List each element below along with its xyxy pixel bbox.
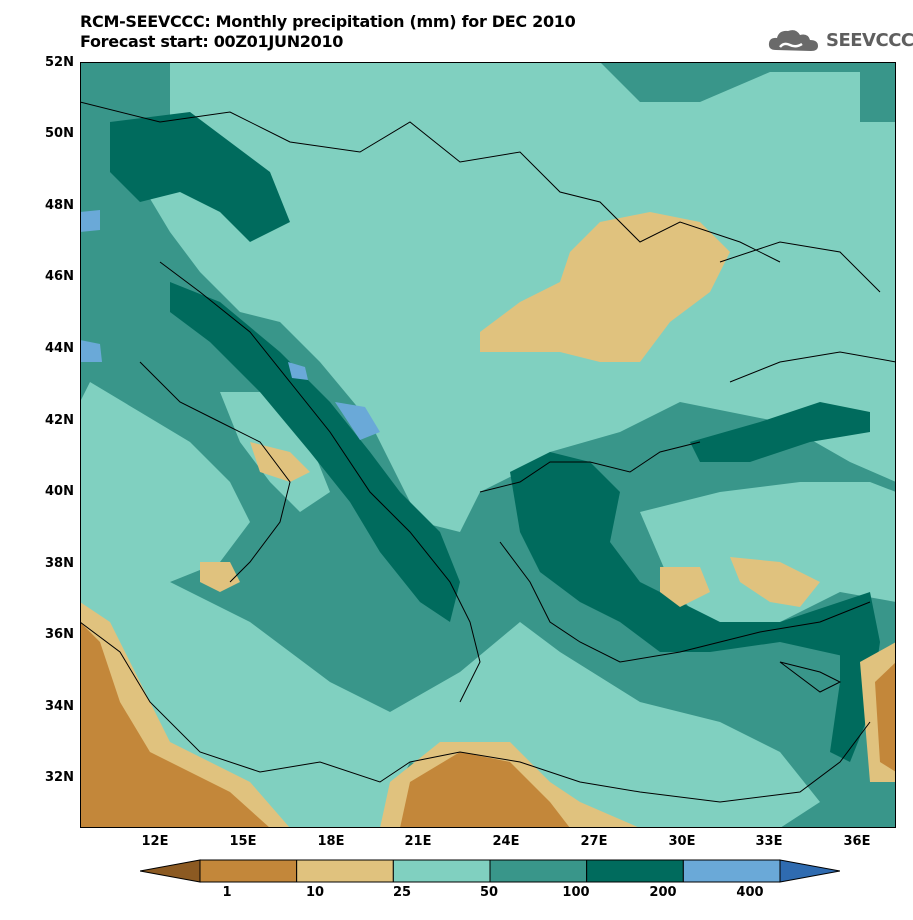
lon-label: 12E xyxy=(141,834,169,849)
lon-label: 36E xyxy=(843,834,871,849)
region-italy-west xyxy=(80,382,250,582)
region-blue-montenegro xyxy=(335,402,380,440)
map-frame xyxy=(80,62,896,828)
region-brown-africa-west xyxy=(80,622,270,828)
region-blue-dalmatia xyxy=(288,362,308,380)
title-line-2: Forecast start: 00Z01JUN2010 xyxy=(80,32,344,51)
map-title: RCM-SEEVCCC: Monthly precipitation (mm) … xyxy=(80,12,576,52)
lon-label: 27E xyxy=(580,834,608,849)
region-blue-ligurian xyxy=(80,340,102,362)
lat-label: 34N xyxy=(45,699,74,714)
lat-label: 50N xyxy=(45,126,74,141)
logo-text: SEEVCCC xyxy=(826,30,913,51)
colorbar-label: 200 xyxy=(649,885,677,900)
coastlines xyxy=(80,101,896,803)
region-tan-italy xyxy=(250,442,310,482)
lon-label: 18E xyxy=(317,834,345,849)
lon-label: 24E xyxy=(492,834,520,849)
lat-label: 38N xyxy=(45,556,74,571)
region-tan-anatolia-1 xyxy=(660,567,710,607)
colorbar-swatch xyxy=(682,859,781,883)
region-blue-alps xyxy=(80,210,100,232)
lat-label: 44N xyxy=(45,341,74,356)
colorbar-label: 10 xyxy=(305,885,325,900)
region-dark-aegean xyxy=(510,452,870,662)
colorbar-label: 50 xyxy=(479,885,499,900)
region-brown-libya xyxy=(400,752,570,828)
precipitation-map xyxy=(80,62,896,828)
colorbar-swatch xyxy=(392,859,491,883)
seevccc-logo: SEEVCCC xyxy=(766,24,913,56)
region-brown-egypt xyxy=(875,662,896,772)
region-tan-sicily xyxy=(200,562,240,592)
colorbar-swatch xyxy=(296,859,394,883)
lat-label: 40N xyxy=(45,484,74,499)
lat-label: 32N xyxy=(45,770,74,785)
lat-label: 48N xyxy=(45,198,74,213)
region-dark-adriatic xyxy=(170,282,460,622)
colorbar-label: 100 xyxy=(562,885,590,900)
lat-label: 36N xyxy=(45,627,74,642)
colorbar-label: 400 xyxy=(736,885,764,900)
lon-label: 21E xyxy=(404,834,432,849)
lat-label: 46N xyxy=(45,269,74,284)
region-dark-black-sea xyxy=(690,402,870,462)
region-tan-romania xyxy=(480,212,730,362)
colorbar-swatch xyxy=(199,859,298,883)
lon-label: 33E xyxy=(755,834,783,849)
colorbar-swatch xyxy=(586,859,684,883)
region-med-sea xyxy=(80,582,820,828)
region-tan-anatolia-2 xyxy=(730,557,820,607)
lat-label: 52N xyxy=(45,55,74,70)
lon-label: 15E xyxy=(229,834,257,849)
colorbar-label: 25 xyxy=(392,885,412,900)
colorbar-swatch xyxy=(779,859,840,883)
colorbar-swatch xyxy=(489,859,588,883)
region-dark-northwest xyxy=(110,112,290,242)
cloud-icon xyxy=(768,30,818,51)
region-central-europe xyxy=(140,62,896,532)
title-line-1: RCM-SEEVCCC: Monthly precipitation (mm) … xyxy=(80,12,576,31)
lon-label: 30E xyxy=(668,834,696,849)
colorbar-swatch xyxy=(140,859,201,883)
colorbar xyxy=(140,859,840,883)
region-dark-levant xyxy=(830,592,880,762)
colorbar-label: 1 xyxy=(222,885,232,900)
lat-label: 42N xyxy=(45,413,74,428)
